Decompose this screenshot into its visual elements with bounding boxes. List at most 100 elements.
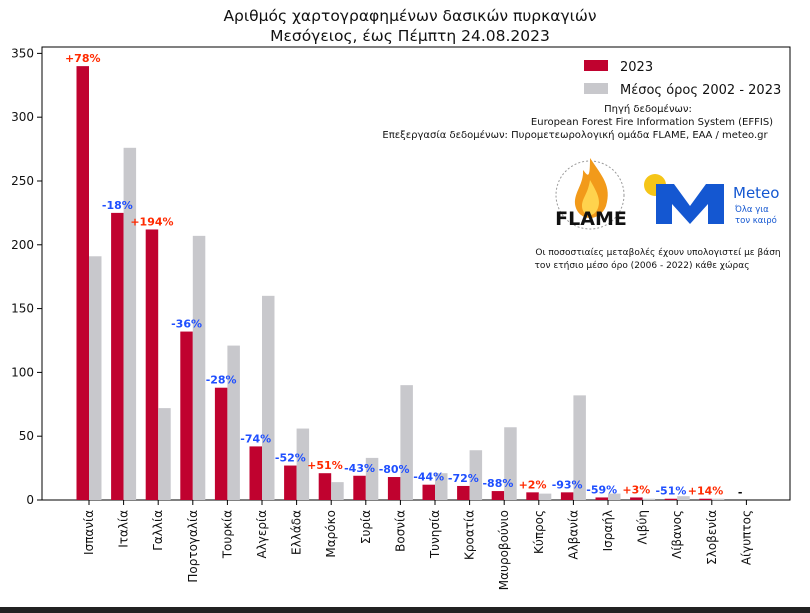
y-tick-label: 100 [11,365,34,379]
flame-logo-ring [555,160,625,230]
bar-2023 [180,331,193,500]
change-label: +14% [688,485,724,498]
legend-swatch-average [584,83,608,94]
bar-average [400,385,413,500]
y-tick-label: 300 [11,110,34,124]
x-tick-label: Ισπανία [82,510,96,555]
bar-average [365,457,379,500]
y-tick-label: 150 [11,302,34,316]
source-line-1: Πηγή δεδομένων: [604,103,692,115]
bar-2023 [630,497,643,500]
y-tick-label: 0 [26,493,34,507]
x-tick-label: Σλοβενία [705,510,719,565]
change-label: +194% [130,215,173,228]
note-line-2: τον ετήσιο μέσο όρο (2006 - 2022) κάθε χ… [535,260,750,271]
bar-average [711,498,725,500]
bars [76,66,725,501]
bar-2023 [491,491,505,500]
change-label: -36% [171,318,202,331]
bar-average [642,498,656,500]
bar-2023 [145,229,159,500]
change-label: +2% [519,478,547,491]
bar-2023 [318,473,332,500]
bar-average [504,427,517,500]
y-tick-label: 200 [11,238,34,252]
x-tick-label: Τουρκία [220,510,234,559]
bar-2023 [353,475,366,500]
bar-2023 [699,498,712,500]
source-line-2: European Forest Fire Information System … [531,117,773,128]
bar-2023 [457,485,470,500]
y-tick-label: 50 [19,429,34,443]
bar-average [469,450,483,500]
meteo-logo-name: Meteo [733,184,779,202]
change-label: -72% [448,472,479,485]
change-label: -93% [552,478,583,491]
meteo-tagline-1: Όλα για [734,204,769,215]
legend-label-average: Μέσος όρος 2002 - 2023 [620,83,781,98]
change-label: -80% [379,463,410,476]
source-text: Πηγή δεδομένων: European Forest Fire Inf… [382,103,773,141]
bar-average [677,496,690,500]
bar-2023 [664,498,678,500]
bar-average [538,493,552,500]
bar-2023 [595,497,608,500]
bar-2023 [284,465,297,500]
change-label: - [738,486,743,499]
change-label: -18% [102,199,133,212]
bar-average [192,235,206,501]
source-line-3: Επεξεργασία δεδομένων: Πυρομετεωρολογική… [382,129,768,141]
y-axis: 0 50 100 150 200 250 300 350 [11,46,42,507]
bar-2023 [111,212,124,500]
bar-2023 [214,387,228,500]
flame-inner-icon [582,180,600,215]
change-label: +78% [65,52,101,65]
change-label: -74% [240,432,271,445]
x-tick-label: Μαρόκο [324,510,338,558]
bar-2023 [387,477,401,500]
bar-average [435,473,448,500]
change-label: -44% [413,471,444,484]
x-tick-label: Μαυροβούνιο [497,510,511,590]
y-tick-label: 250 [11,174,34,188]
bar-average [158,408,171,500]
x-tick-label: Ιταλία [117,510,131,548]
change-label: -59% [586,483,617,496]
bar-average [227,345,240,500]
meteo-logo: Meteo Όλα για τον καιρό [644,174,779,226]
x-tick-label: Πορτογαλία [186,510,200,583]
flame-logo-text: FLAME [555,208,627,230]
bar-average [296,428,310,500]
change-label: -51% [655,485,686,498]
plot-area [41,46,791,501]
x-axis: Ισπανία Ιταλία Γαλλία Πορτογαλία Τουρκία Αλγε… [82,500,753,590]
bar-2023 [249,446,262,500]
x-tick-label: Ελλάδα [290,510,304,555]
change-label: -52% [275,452,306,465]
meteo-m-icon [656,184,724,224]
bar-2023 [422,484,435,500]
change-label: +3% [622,483,650,496]
x-tick-label: Αίγυπτος [739,510,753,565]
bar-average [573,395,586,500]
change-labels: +78% -18% +194% -36% -28% -74% -52%+51% -43% -80… [65,52,742,499]
x-tick-label: Τυνησία [428,510,442,559]
bar-average [123,147,137,500]
note-text: Οι ποσοστιαίες μεταβολές έχουν υπολογιστ… [535,247,781,271]
bottom-border [0,607,810,613]
bar-2023 [526,492,539,500]
change-label: -88% [482,477,513,490]
x-tick-label: Λίβανος [670,510,684,559]
bar-2023 [76,66,89,501]
bar-average [608,493,621,500]
bar-average [331,482,344,500]
x-tick-label: Γαλλία [151,510,165,551]
x-tick-label: Συρία [359,510,373,544]
x-tick-label: Αλγερία [255,510,269,559]
meteo-tagline-2: τον καιρό [735,215,777,226]
change-label: +51% [307,459,343,472]
x-tick-label: Βοσνία [393,510,407,552]
x-tick-label: Κύπρος [532,510,546,554]
bar-average [262,295,275,500]
